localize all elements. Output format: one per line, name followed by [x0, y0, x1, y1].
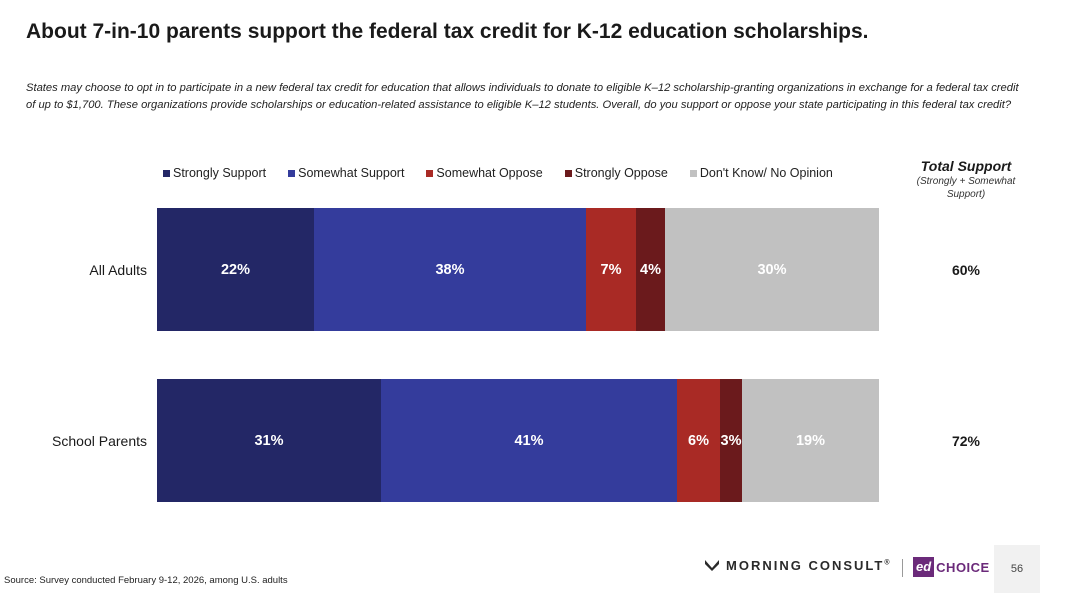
source-note: Source: Survey conducted February 9-12, … — [4, 575, 288, 586]
morning-consult-logo: MORNING CONSULT® — [704, 558, 889, 573]
page-number: 56 — [994, 545, 1040, 593]
page-title: About 7-in-10 parents support the federa… — [26, 20, 869, 43]
legend-swatch — [426, 169, 434, 177]
legend-item: Somewhat Oppose — [426, 166, 543, 180]
category-label: School Parents — [52, 432, 147, 449]
total-support-subtitle: (Strongly + Somewhat Support) — [916, 176, 1016, 200]
survey-question: States may choose to opt in to participa… — [26, 82, 1019, 111]
legend-label: Strongly Support — [173, 166, 267, 180]
chart-legend: Strongly Support Somewhat Support Somewhat… — [163, 166, 855, 180]
bar-segment: 41% — [381, 379, 677, 502]
total-support-title: Total Support — [920, 158, 1012, 174]
total-support-value: 60% — [951, 261, 981, 278]
edchoice-badge: ed — [913, 557, 935, 577]
legend-label: Strongly Oppose — [574, 166, 668, 180]
legend-item: Don't Know/ No Opinion — [689, 166, 833, 180]
legend-swatch — [288, 169, 296, 177]
bar-segment: 3% — [720, 379, 742, 502]
category-label: All Adults — [89, 261, 147, 278]
bar-segment: 22% — [157, 208, 314, 331]
stacked-bar: 22% 38% 7% 4% 30% — [157, 208, 879, 331]
page-number-text: 56 — [1010, 563, 1024, 575]
legend-item: Strongly Oppose — [564, 166, 668, 180]
logo-divider — [902, 559, 903, 577]
bar-segment: 19% — [742, 379, 879, 502]
bar-row: All Adults 22% 38% 7% 4% 30% 60% — [0, 208, 1072, 331]
bar-segment: 4% — [636, 208, 665, 331]
legend-item: Strongly Support — [163, 166, 266, 180]
legend-swatch — [689, 169, 697, 177]
morning-consult-mark-icon — [705, 560, 719, 571]
total-support-value: 72% — [951, 432, 981, 449]
edchoice-logo: ed CHOICE — [913, 557, 990, 577]
edchoice-wordmark: CHOICE — [936, 559, 990, 575]
legend-label: Somewhat Support — [298, 166, 405, 180]
bar-row: School Parents 31% 41% 6% 3% 19% 72% — [0, 379, 1072, 502]
legend-label: Don't Know/ No Opinion — [699, 166, 833, 180]
total-support-header: Total Support (Strongly + Somewhat Suppo… — [900, 158, 1032, 201]
legend-swatch — [163, 169, 170, 177]
stacked-bar: 31% 41% 6% 3% 19% — [157, 379, 879, 502]
morning-consult-wordmark: MORNING CONSULT® — [726, 558, 890, 573]
legend-swatch — [564, 169, 572, 177]
bar-segment: 30% — [665, 208, 879, 331]
bar-segment: 31% — [157, 379, 381, 502]
bar-segment: 6% — [677, 379, 720, 502]
legend-item: Somewhat Support — [288, 166, 404, 180]
bar-segment: 38% — [314, 208, 586, 331]
legend-label: Somewhat Oppose — [436, 166, 543, 180]
bar-segment: 7% — [586, 208, 636, 331]
